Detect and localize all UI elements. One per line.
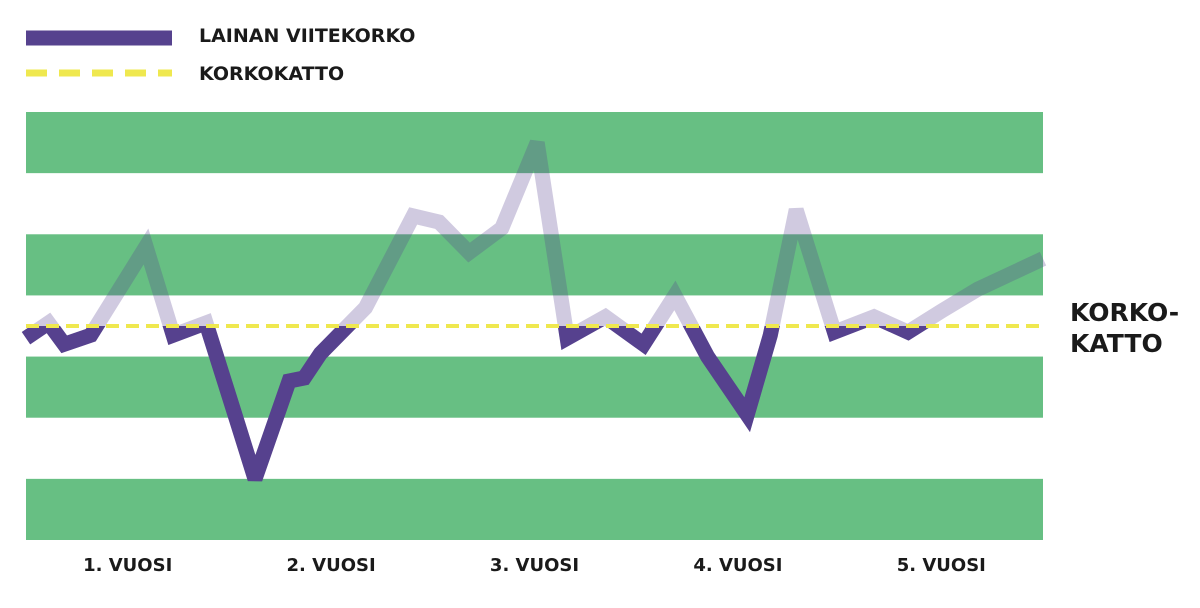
x-tick-label: 2. VUOSI [287, 555, 376, 576]
plot-bands [26, 112, 1043, 540]
legend-label-viitekorko: LAINAN VIITEKORKO [199, 25, 415, 47]
legend: LAINAN VIITEKORKO KORKOKATTO [26, 25, 415, 85]
x-tick-label: 1. VUOSI [83, 555, 172, 576]
rate-line-solid [21, 326, 932, 482]
x-tick-label: 3. VUOSI [490, 555, 579, 576]
rate-line-faded [21, 139, 1047, 482]
legend-label-korkokatto: KORKOKATTO [199, 63, 344, 85]
band [26, 234, 1043, 296]
band [26, 356, 1043, 418]
band [26, 478, 1043, 540]
cap-label-line-2: KATTO [1070, 329, 1163, 358]
x-tick-label: 4. VUOSI [693, 555, 782, 576]
x-axis-ticks: 1. VUOSI 2. VUOSI 3. VUOSI 4. VUOSI 5. VUOSI [83, 555, 986, 576]
cap-label-line-1: KORKO- [1070, 298, 1179, 327]
x-tick-label: 5. VUOSI [897, 555, 986, 576]
rate-line-above-cap [21, 139, 1047, 482]
rate-line-below-cap [21, 326, 932, 482]
band [26, 112, 1043, 174]
